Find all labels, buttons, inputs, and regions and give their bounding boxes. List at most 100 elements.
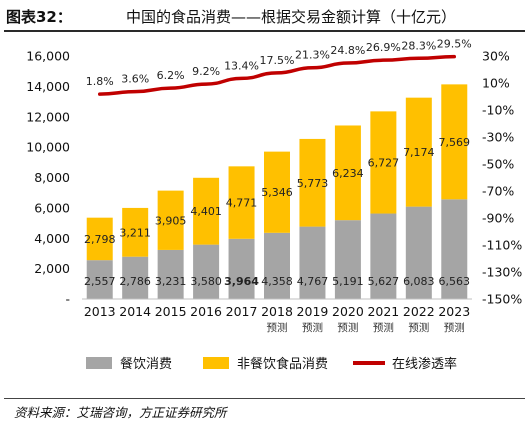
data-label-penetration: 1.8% [86, 75, 114, 88]
x-tick-label: 2017 [226, 304, 258, 319]
x-tick-label: 2022 [403, 304, 435, 319]
y-right-tick-label: -30% [482, 130, 514, 145]
data-label-catering: 3,964 [224, 275, 259, 288]
source-divider [4, 398, 525, 399]
bar-non-catering [441, 84, 468, 200]
x-tick-label: 2023 [438, 304, 470, 319]
data-label-catering: 5,627 [368, 275, 400, 288]
data-label-penetration: 13.4% [224, 59, 259, 72]
y-right-tick-label: 30% [482, 49, 510, 64]
y-right-tick-label: -10% [482, 103, 514, 118]
data-label-penetration: 9.2% [192, 65, 220, 78]
figure-label: 图表32： [6, 8, 72, 26]
x-tick-label: 2020 [332, 304, 364, 319]
data-label-catering: 5,191 [332, 275, 364, 288]
x-tick-note: 预测 [302, 321, 323, 334]
x-tick-note: 预测 [267, 321, 288, 334]
x-tick-label: 2015 [155, 304, 187, 319]
data-label-catering: 6,563 [439, 275, 471, 288]
bar-catering [405, 206, 432, 299]
data-label-penetration: 17.5% [260, 54, 295, 67]
x-tick-label: 2018 [261, 304, 293, 319]
y-right-tick-label: -130% [482, 265, 522, 280]
legend-label-catering: 餐饮消费 [120, 356, 172, 372]
legend-swatch-catering [86, 357, 112, 369]
legend-label-penetration: 在线渗透率 [392, 356, 457, 372]
legend-label-non-catering: 非餐饮食品消费 [237, 356, 328, 372]
bar-catering [122, 256, 149, 299]
data-label-catering: 3,231 [155, 275, 187, 288]
bar-non-catering [86, 217, 113, 261]
y-right-tick-label: -110% [482, 238, 522, 253]
source-note: 资料来源：艾瑞咨询，方正证券研究所 [14, 405, 227, 420]
bar-non-catering [157, 190, 184, 250]
data-label-catering: 2,786 [119, 275, 151, 288]
right-axis: 30% 10% -10% -30% -50% -70% -90% -110% -130% -150… [482, 49, 522, 307]
data-label-penetration: 24.8% [330, 44, 365, 57]
data-label-non-catering: 4,771 [226, 197, 258, 210]
y-left-tick-label: 8,000 [34, 170, 70, 185]
data-label-catering: 3,580 [190, 275, 222, 288]
data-label-catering: 4,358 [261, 275, 293, 288]
y-left-tick-label: 14,000 [26, 79, 70, 94]
y-left-tick-label: 12,000 [26, 109, 70, 124]
data-label-non-catering: 5,773 [297, 177, 329, 190]
bar-catering [370, 213, 397, 299]
title-divider [4, 30, 525, 32]
data-label-penetration: 6.2% [157, 69, 185, 82]
y-left-tick-label: 2,000 [34, 261, 70, 276]
data-label-non-catering: 6,727 [368, 156, 400, 169]
y-right-tick-label: -90% [482, 211, 514, 226]
x-tick-note: 预测 [408, 321, 429, 334]
y-right-tick-label: -50% [482, 157, 514, 172]
data-label-penetration: 28.3% [401, 39, 436, 52]
y-left-tick-label: 16,000 [26, 49, 70, 64]
bar-catering [157, 249, 184, 299]
bar-non-catering [334, 125, 361, 221]
data-label-penetration: 21.3% [295, 49, 330, 62]
data-label-non-catering: 5,346 [261, 186, 293, 199]
data-label-non-catering: 6,234 [332, 167, 364, 180]
chart-area: - 2,000 4,000 6,000 8,000 10,000 12,000 14,000 1… [0, 36, 529, 396]
y-right-tick-label: -70% [482, 184, 514, 199]
bar-catering [264, 232, 290, 299]
data-label-non-catering: 7,569 [439, 136, 471, 149]
x-tick-label: 2014 [119, 304, 151, 319]
data-label-non-catering: 2,798 [84, 233, 116, 246]
bar-non-catering [370, 111, 397, 214]
penetration-line-path [97, 54, 457, 96]
figure-title: 中国的食品消费——根据交易金额计算（十亿元） [126, 8, 457, 26]
data-label-penetration: 3.6% [121, 73, 149, 86]
bar-non-catering [299, 138, 326, 227]
x-tick-note: 预测 [337, 321, 358, 334]
x-axis: 2013 2014 2015 2016 2017 2018 预测 2019 预测 2020 预测 20… [82, 298, 472, 334]
y-left-tick-label: 4,000 [34, 231, 70, 246]
y-left-tick-label: - [65, 292, 70, 307]
y-left-tick-label: 6,000 [34, 200, 70, 215]
bar-catering [334, 220, 361, 299]
bar-non-catering [405, 97, 432, 207]
data-label-catering: 4,767 [297, 275, 329, 288]
stacked-bar-line-chart: - 2,000 4,000 6,000 8,000 10,000 12,000 14,000 1… [26, 38, 522, 372]
data-label-non-catering: 4,401 [190, 205, 222, 218]
data-label-non-catering: 3,211 [119, 226, 151, 239]
x-tick-note: 预测 [444, 321, 465, 334]
x-tick-label: 2021 [367, 304, 399, 319]
y-right-tick-label: 10% [482, 76, 510, 91]
y-left-tick-label: 10,000 [26, 140, 70, 155]
bars [86, 84, 468, 299]
bar-catering [228, 238, 255, 299]
bar-non-catering [122, 207, 149, 257]
penetration-line: 1.8% 3.6% 6.2% 9.2% 13.4% 17.5% 21.3% 24.8% 26.9… [86, 38, 472, 96]
figure-header: 图表32： 中国的食品消费——根据交易金额计算（十亿元） [6, 4, 525, 30]
bar-catering [299, 226, 326, 299]
bar-non-catering [228, 166, 255, 239]
data-label-penetration: 26.9% [366, 41, 401, 54]
x-tick-note: 预测 [373, 321, 394, 334]
left-axis: - 2,000 4,000 6,000 8,000 10,000 12,000 14,000 1… [26, 49, 70, 307]
data-label-non-catering: 3,905 [155, 214, 187, 227]
x-tick-label: 2016 [190, 304, 222, 319]
legend-swatch-non-catering [203, 357, 229, 369]
legend: 餐饮消费 非餐饮食品消费 在线渗透率 [86, 356, 457, 372]
